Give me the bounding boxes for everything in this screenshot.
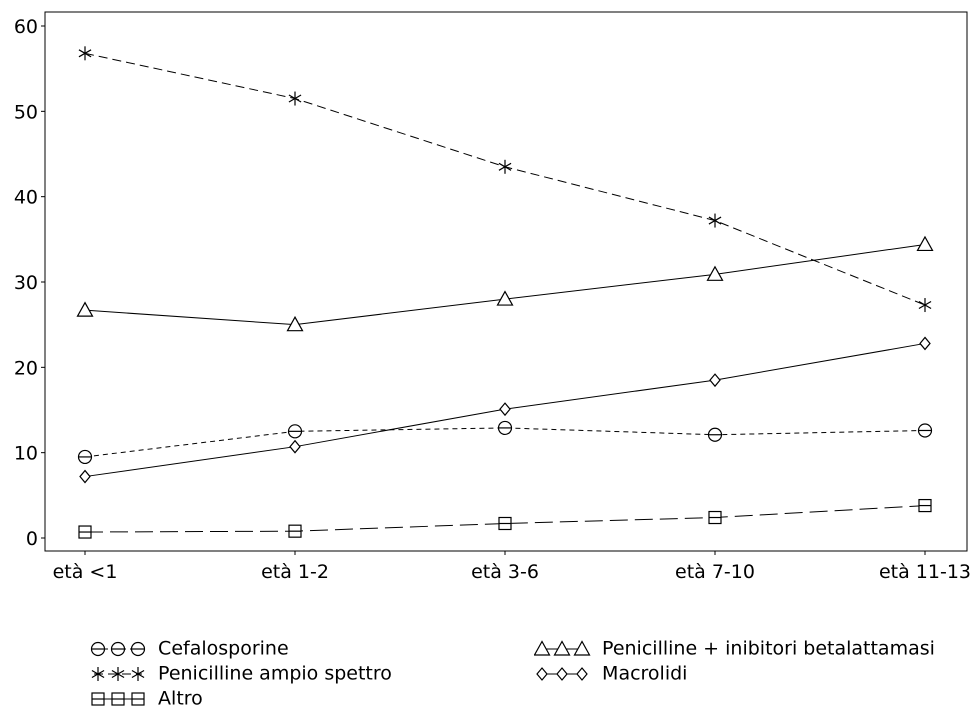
data-point: [78, 46, 92, 61]
x-tick-label: età 7-10: [675, 561, 755, 583]
line-chart: 0 10 20 30 40 50 60 età <1 età 1-2 età 3-6 età 7-…: [14, 11, 971, 583]
legend-label-altro: Altro: [158, 687, 203, 710]
data-point: [497, 420, 513, 436]
data-point: [919, 336, 931, 351]
legend-marker: [91, 666, 105, 681]
x-tick-label: età 1-2: [261, 561, 329, 583]
data-point: [499, 402, 511, 417]
data-point: [496, 290, 514, 306]
legend-item-penicilline-inibitori: Penicilline + inibitori betalattamasi: [533, 636, 935, 660]
y-tick-label: 50: [14, 101, 38, 123]
data-point: [289, 439, 301, 454]
x-tick-label: età 11-13: [879, 561, 971, 583]
series-line: [84, 505, 926, 533]
data-point: [288, 91, 302, 106]
legend-marker: [111, 691, 125, 706]
data-point: [498, 159, 512, 174]
series-4: [78, 498, 932, 539]
legend-item-altro: Altro: [90, 686, 203, 710]
x-tick-label: età <1: [53, 561, 118, 583]
legend-item-macrolidi: Macrolidi: [534, 661, 687, 685]
legend-marker: [533, 639, 551, 656]
series-layer: [76, 46, 934, 539]
x-axis: età <1 età 1-2 età 3-6 età 7-10 età 11-13: [53, 551, 971, 583]
legend-item-cefalosporine: Cefalosporine: [90, 636, 289, 660]
x-tick-label: età 3-6: [471, 561, 539, 583]
legend-swatch-altro: [91, 691, 145, 706]
series-0: [77, 420, 933, 465]
series-2: [78, 46, 932, 313]
series-1: [76, 235, 934, 332]
legend-marker: [536, 666, 548, 681]
legend-marker: [576, 666, 588, 681]
legend-label-cefalosporine: Cefalosporine: [158, 637, 289, 660]
series-line: [84, 52, 926, 306]
legend-swatch-penicilline-ampio-spettro: [91, 666, 145, 681]
legend-swatch-cefalosporine: [90, 641, 146, 656]
data-point: [708, 510, 722, 525]
data-point: [918, 298, 932, 313]
legend-marker: [131, 691, 145, 706]
y-tick-label: 30: [14, 272, 38, 294]
data-point: [288, 524, 302, 538]
data-point: [708, 213, 722, 228]
data-point: [709, 373, 721, 388]
y-tick-label: 40: [14, 187, 38, 209]
data-point: [706, 265, 724, 281]
data-point: [78, 525, 92, 539]
y-tick-label: 20: [14, 357, 38, 379]
data-point: [918, 498, 932, 513]
legend-marker: [553, 639, 571, 656]
legend-marker: [556, 666, 568, 681]
legend-marker: [131, 666, 145, 681]
legend: Cefalosporine Penicilline ampio spettro …: [90, 636, 960, 712]
data-point: [707, 427, 723, 442]
legend-marker: [130, 641, 146, 656]
y-tick-label: 10: [14, 443, 38, 465]
y-tick-label: 60: [14, 16, 38, 38]
data-point: [76, 301, 94, 317]
legend-label-penicilline-ampio-spettro: Penicilline ampio spettro: [158, 662, 392, 685]
legend-item-penicilline-ampio-spettro: Penicilline ampio spettro: [90, 661, 392, 685]
legend-swatch-penicilline-inibitori: [533, 639, 591, 656]
y-tick-label: 0: [26, 528, 38, 550]
data-point: [916, 235, 934, 252]
legend-label-penicilline-inibitori: Penicilline + inibitori betalattamasi: [602, 637, 935, 660]
data-point: [287, 424, 303, 439]
plot-frame: [44, 11, 968, 552]
legend-marker: [110, 641, 126, 656]
legend-marker: [90, 641, 106, 656]
legend-marker: [573, 639, 591, 656]
legend-swatch-macrolidi: [536, 666, 588, 681]
legend-marker: [111, 666, 125, 681]
series-line: [84, 243, 926, 326]
series-3: [79, 336, 931, 484]
legend-label-macrolidi: Macrolidi: [602, 662, 688, 685]
data-point: [286, 315, 304, 332]
y-axis: 0 10 20 30 40 50 60: [14, 16, 45, 550]
data-point: [498, 516, 512, 531]
data-point: [79, 469, 91, 484]
legend-marker: [91, 691, 105, 706]
data-point: [77, 449, 93, 465]
data-point: [917, 423, 933, 438]
